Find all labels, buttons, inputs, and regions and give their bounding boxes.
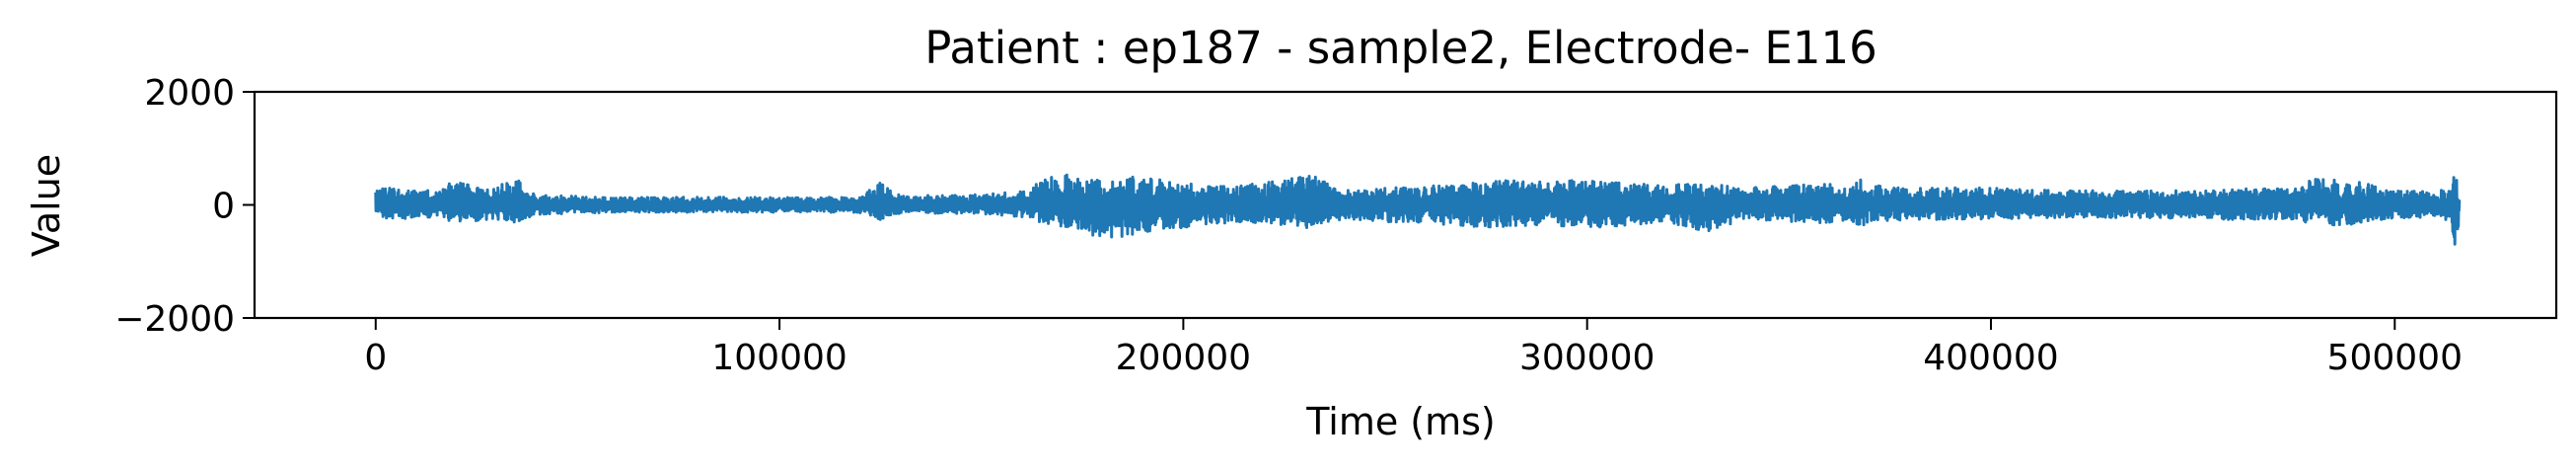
y-axis-label: Value [25, 154, 68, 257]
x-axis-label: Time (ms) [1305, 400, 1496, 443]
plot-area [374, 173, 2462, 246]
x-tick-label: 400000 [1923, 338, 2058, 378]
x-tick-label: 500000 [2327, 338, 2463, 378]
chart-title: Patient : ep187 - sample2, Electrode- E1… [924, 22, 1877, 74]
x-axis: 0 100000 200000 300000 400000 500000 [364, 318, 2463, 378]
x-tick-label: 200000 [1116, 338, 1251, 378]
y-axis: 2000 0 −2000 [114, 73, 255, 340]
y-tick-label: 2000 [144, 73, 235, 114]
signal-line [374, 173, 2462, 246]
x-tick-label: 300000 [1519, 338, 1655, 378]
x-tick-label: 0 [364, 338, 387, 378]
x-tick-label: 100000 [711, 338, 846, 378]
y-tick-label: −2000 [114, 299, 235, 340]
y-tick-label: 0 [212, 187, 235, 227]
